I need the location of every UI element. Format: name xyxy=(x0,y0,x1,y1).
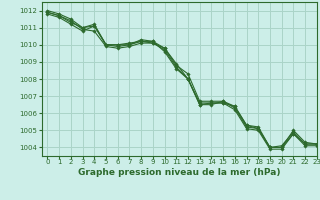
X-axis label: Graphe pression niveau de la mer (hPa): Graphe pression niveau de la mer (hPa) xyxy=(78,168,280,177)
